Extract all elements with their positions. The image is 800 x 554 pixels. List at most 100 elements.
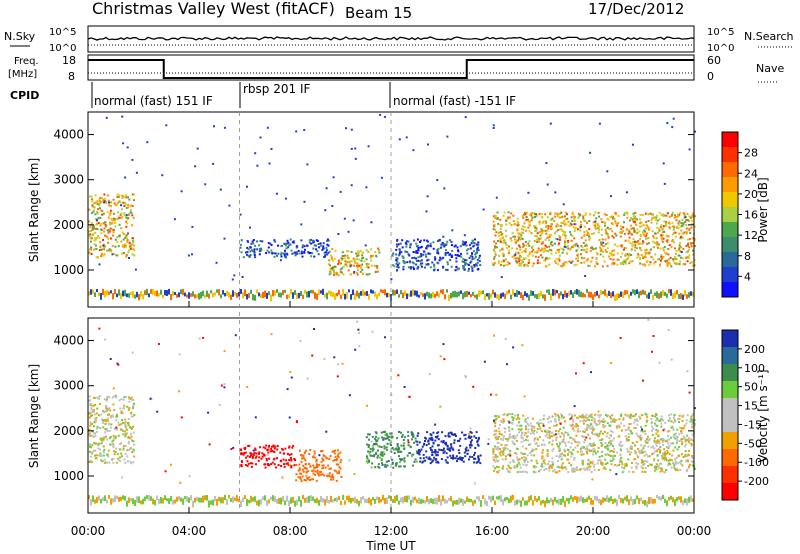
data-pixel [564, 237, 567, 240]
data-pixel [586, 445, 589, 448]
data-pixel [655, 414, 658, 417]
ground-scatter-pixel [328, 499, 330, 504]
data-pixel [115, 419, 118, 422]
ground-scatter-pixel [188, 292, 190, 299]
data-pixel [288, 445, 291, 448]
data-pixel [112, 415, 114, 418]
ground-scatter-pixel [112, 293, 114, 300]
scatter-echo [662, 429, 665, 432]
ground-scatter-pixel [636, 289, 638, 294]
data-pixel [273, 255, 276, 258]
data-pixel [474, 457, 477, 460]
data-pixel [656, 430, 659, 433]
data-pixel [465, 259, 468, 262]
data-pixel [258, 452, 260, 455]
data-pixel [282, 452, 285, 455]
ground-scatter-pixel [544, 500, 546, 508]
data-pixel [254, 256, 257, 259]
ground-scatter-pixel [292, 292, 294, 299]
data-pixel [434, 458, 437, 461]
data-pixel [538, 470, 541, 473]
data-pixel [555, 262, 558, 265]
data-pixel [644, 255, 647, 258]
data-pixel [500, 234, 502, 236]
data-pixel [131, 193, 134, 196]
data-pixel [409, 452, 412, 455]
data-pixel [398, 248, 401, 251]
data-pixel [94, 413, 97, 416]
scatter-echo [584, 275, 587, 277]
data-pixel [476, 249, 478, 252]
data-pixel [396, 437, 399, 440]
data-pixel [593, 465, 596, 468]
data-pixel [540, 254, 542, 257]
data-pixel [413, 441, 416, 444]
data-pixel [582, 435, 585, 438]
data-pixel [124, 246, 127, 248]
data-pixel [585, 413, 588, 416]
data-pixel [670, 466, 673, 469]
data-pixel [403, 459, 406, 462]
data-pixel [93, 239, 96, 242]
data-pixel [571, 260, 574, 263]
data-pixel [650, 218, 653, 221]
data-pixel [434, 258, 437, 261]
ground-scatter-pixel [104, 495, 106, 501]
data-pixel [475, 437, 478, 439]
y-tick-label: 2000 [53, 218, 84, 232]
ground-scatter-pixel [558, 498, 560, 505]
ground-scatter-pixel [442, 289, 444, 295]
ground-scatter-pixel [304, 289, 306, 294]
data-pixel [553, 469, 556, 471]
data-pixel [588, 448, 591, 451]
ground-scatter-pixel [132, 291, 134, 298]
ground-scatter-pixel [386, 292, 388, 298]
ground-scatter-pixel [320, 290, 322, 294]
data-pixel [504, 443, 507, 446]
data-pixel [664, 421, 667, 424]
data-pixel [530, 212, 533, 215]
ground-scatter-pixel [540, 290, 542, 297]
scatter-echo [443, 358, 446, 361]
data-pixel [575, 422, 578, 425]
data-pixel [590, 416, 593, 419]
ground-scatter-pixel [184, 292, 186, 297]
data-pixel [285, 247, 288, 250]
data-pixel [471, 456, 474, 458]
data-pixel [631, 227, 634, 230]
data-pixel [495, 438, 498, 441]
data-pixel [365, 249, 368, 252]
data-pixel [442, 441, 445, 444]
data-pixel [493, 240, 496, 243]
scatter-echo [358, 345, 361, 348]
ground-scatter-pixel [232, 290, 234, 297]
data-pixel [537, 423, 540, 426]
data-pixel [102, 450, 105, 453]
data-pixel [425, 255, 428, 258]
ground-scatter-pixel [492, 289, 494, 295]
data-pixel [446, 261, 449, 264]
data-pixel [249, 254, 252, 257]
data-pixel [563, 264, 566, 267]
data-pixel [573, 264, 576, 267]
data-pixel [655, 424, 658, 427]
data-pixel [584, 468, 587, 471]
data-pixel [514, 223, 517, 226]
data-pixel [595, 261, 598, 264]
data-pixel [464, 437, 467, 440]
scatter-echo [353, 270, 356, 273]
data-pixel [477, 444, 480, 447]
data-pixel [660, 234, 663, 237]
data-pixel [357, 269, 360, 271]
data-pixel [593, 248, 596, 251]
data-pixel [413, 268, 415, 271]
data-pixel [334, 449, 337, 452]
data-pixel [290, 464, 293, 467]
data-pixel [530, 459, 533, 462]
ground-scatter-pixel [368, 497, 370, 504]
ground-scatter-pixel [178, 292, 180, 298]
ground-scatter-pixel [490, 496, 492, 503]
data-pixel [592, 248, 595, 251]
data-pixel [599, 459, 602, 462]
data-pixel [511, 232, 514, 235]
